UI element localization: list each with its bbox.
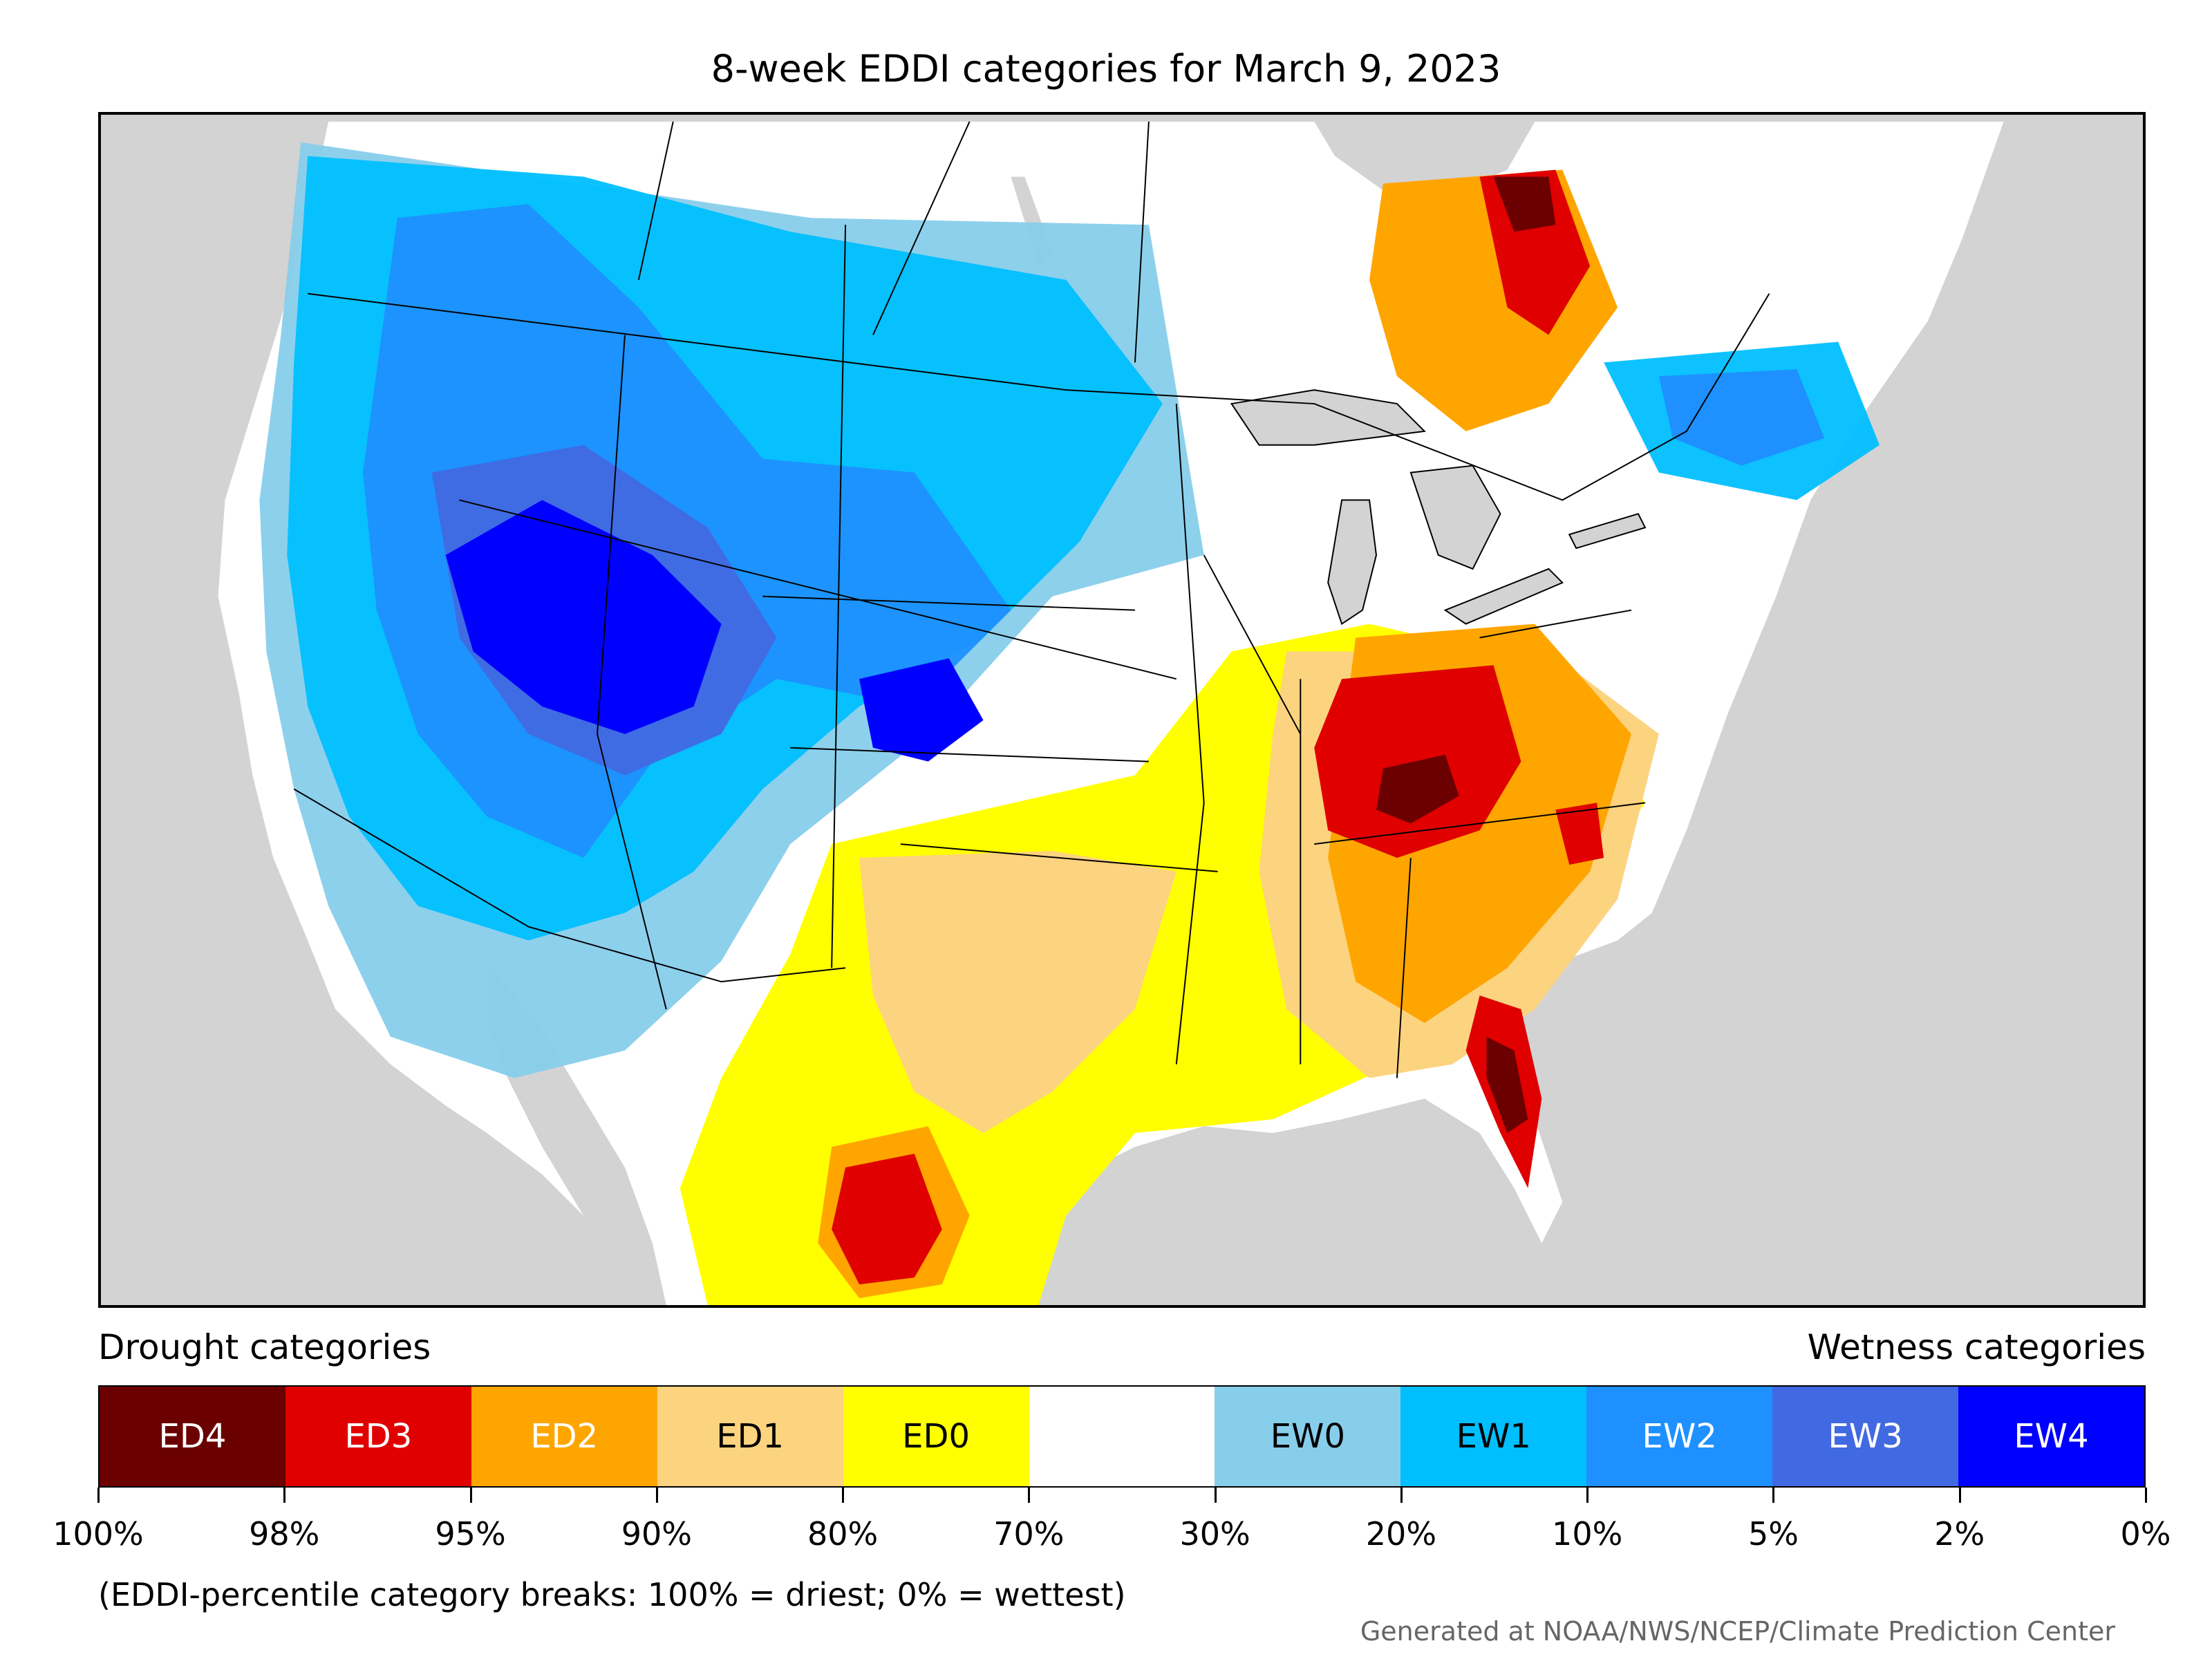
- colorbar-cell-ew3: EW3: [1772, 1387, 1959, 1486]
- colorbar-tick-label: 2%: [1934, 1515, 1985, 1553]
- colorbar-tick-label: 30%: [1179, 1515, 1250, 1553]
- colorbar-tick: [1400, 1488, 1403, 1503]
- colorbar-tick-label: 95%: [435, 1515, 506, 1553]
- eddi-map: [98, 112, 2146, 1308]
- lake-superior: [1230, 389, 1426, 446]
- boundary-lines: [293, 121, 1770, 1078]
- colorbar-tick-label: 20%: [1365, 1515, 1437, 1553]
- colorbar-tick: [842, 1488, 845, 1503]
- colorbar-tick: [1214, 1488, 1217, 1503]
- colorbar-cell-ed1: ED1: [657, 1387, 843, 1486]
- wetness-categories-heading: Wetness categories: [1807, 1327, 2146, 1367]
- colorbar-cell-ed3: ED3: [285, 1387, 471, 1486]
- lake-erie: [1443, 568, 1564, 625]
- lake-ontario: [1568, 513, 1647, 550]
- category-colorbar: ED4 ED3 ED2 ED1 ED0 EW0 EW1 EW2 EW3 EW4: [98, 1385, 2146, 1488]
- colorbar-cell-ed0: ED0: [843, 1387, 1029, 1486]
- colorbar-cell-ew4: EW4: [1958, 1387, 2144, 1486]
- drought-ed3-carolina: [1555, 803, 1604, 865]
- wetness-ew4-colorado: [859, 658, 984, 762]
- colorbar-cell-neutral: [1029, 1387, 1215, 1486]
- colorbar-tick-label: 80%: [807, 1515, 879, 1553]
- colorbar-tick: [97, 1488, 100, 1503]
- category-breaks-note: (EDDI-percentile category breaks: 100% =…: [98, 1576, 1126, 1613]
- colorbar-ticks: [97, 1488, 2147, 1504]
- wetness-ew2-northeast: [1658, 369, 1825, 466]
- colorbar-cell-ed4: ED4: [100, 1387, 285, 1486]
- colorbar-tick-label: 5%: [1747, 1515, 1799, 1553]
- colorbar-tick-label: 100%: [53, 1515, 144, 1553]
- drought-ed4-ontario: [1493, 176, 1556, 232]
- credit-line: Generated at NOAA/NWS/NCEP/Climate Predi…: [1360, 1616, 2115, 1647]
- lake-michigan: [1327, 499, 1378, 626]
- colorbar-tick: [1028, 1488, 1031, 1503]
- colorbar-tick: [2145, 1488, 2147, 1503]
- drought-ed4-kentucky: [1376, 754, 1459, 824]
- colorbar-tick: [1586, 1488, 1589, 1503]
- wetness-ew4-west: [445, 500, 722, 734]
- colorbar-tick: [1958, 1488, 1961, 1503]
- colorbar-tick: [655, 1488, 658, 1503]
- map-title: 8-week EDDI categories for March 9, 2023: [711, 47, 1501, 91]
- colorbar-tick: [1772, 1488, 1775, 1503]
- colorbar-tick: [469, 1488, 472, 1503]
- colorbar-cell-ew1: EW1: [1400, 1387, 1587, 1486]
- drought-categories-heading: Drought categories: [98, 1327, 431, 1367]
- colorbar-tick-label: 10%: [1552, 1515, 1623, 1553]
- colorbar-tick: [283, 1488, 286, 1503]
- colorbar-tick-label: 70%: [993, 1515, 1065, 1553]
- colorbar-tick-label: 90%: [621, 1515, 692, 1553]
- map-canvas: [218, 121, 2004, 1305]
- colorbar-cell-ew2: EW2: [1586, 1387, 1773, 1486]
- drought-ed1-south: [859, 851, 1177, 1134]
- drought-ed4-florida: [1486, 1036, 1528, 1134]
- colorbar-tick-label: 0%: [2120, 1515, 2171, 1553]
- colorbar-tick-label: 98%: [249, 1515, 320, 1553]
- colorbar-cell-ed2: ED2: [471, 1387, 657, 1486]
- drought-ed3-texas: [832, 1154, 942, 1285]
- colorbar-cell-ew0: EW0: [1215, 1387, 1401, 1486]
